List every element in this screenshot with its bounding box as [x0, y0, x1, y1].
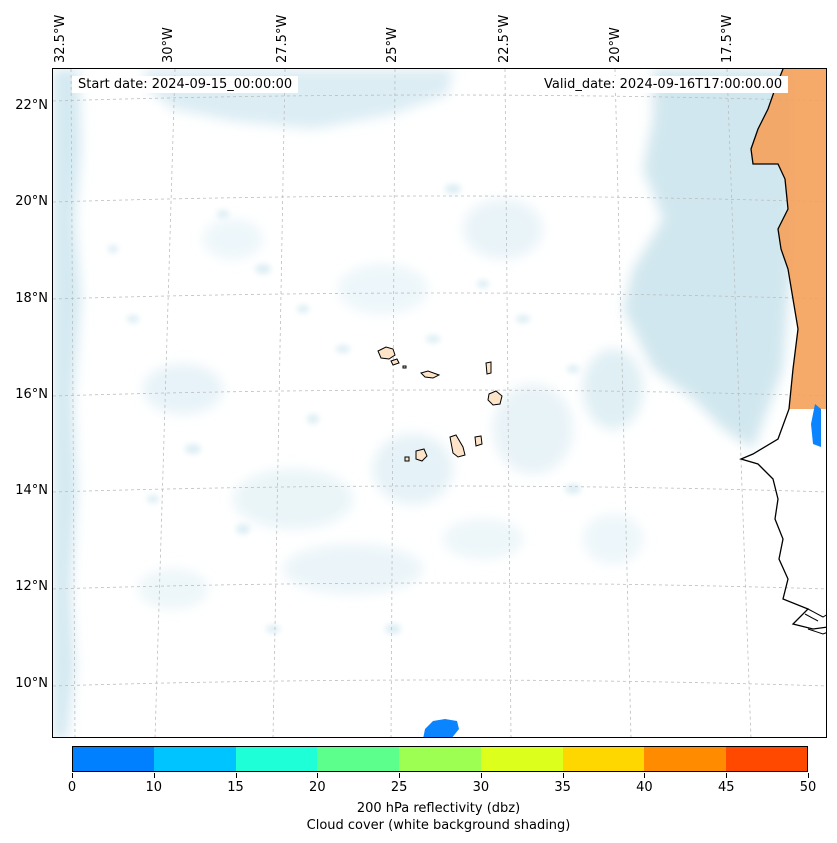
colorbar-tick-label: 50: [799, 780, 817, 795]
colorbar-tick-label: 20: [309, 780, 326, 795]
colorbar-tick: [808, 773, 809, 778]
island-santo-antao: [377, 346, 396, 360]
island-maio: [474, 435, 483, 447]
colorbar-title-line1: 200 hPa reflectivity (dbz): [356, 801, 521, 816]
colorbar-tick: [562, 773, 564, 778]
cloud-patch-11: [583, 514, 643, 564]
colorbar-tick: [317, 773, 319, 778]
colorbar-tick-label: 15: [227, 780, 244, 795]
colorbar-tick-label: 35: [554, 780, 571, 795]
cloud-band-left: [53, 69, 81, 737]
map-canvas: [53, 69, 826, 737]
cloud-patch-8: [338, 264, 428, 314]
colorbar-swatch-2: [235, 746, 318, 772]
colorbar-tick: [726, 773, 728, 778]
colorbar-tick-label: 30: [472, 780, 490, 795]
graticule: [53, 69, 826, 737]
lon-label-30w: 30°W: [161, 27, 176, 63]
colorbar-tick-label: 10: [145, 780, 163, 795]
reflectivity-patch-coast: [811, 404, 821, 447]
map-panel: [52, 68, 827, 738]
cloud-patch-east-mid: [583, 349, 643, 429]
colorbar-tick: [72, 773, 73, 778]
colorbar-title-line2: Cloud cover (white background shading): [306, 818, 571, 833]
lon-label-32-5w: 32.5°W: [53, 14, 68, 63]
cloud-band-east: [623, 69, 793, 449]
reflectivity-patch-south: [423, 719, 459, 737]
colorbar-swatch-6: [562, 746, 645, 772]
cloud-patch-3: [373, 434, 453, 504]
colorbar-tick-label: 40: [636, 780, 653, 795]
colorbar-border: [72, 746, 808, 772]
colorbar-tick: [153, 773, 155, 778]
lat-label-16n: 16°N: [15, 387, 48, 402]
colorbar-tick-label: 0: [67, 780, 77, 795]
colorbar-swatch-4: [399, 746, 482, 772]
colorbar-swatch-8: [726, 746, 809, 772]
cloud-patch-5: [283, 544, 423, 594]
colorbar-swatch-1: [153, 746, 237, 772]
cloud-patch-4: [493, 384, 573, 474]
cloud-patch-1: [143, 364, 223, 414]
colorbar-swatch-0: [72, 746, 155, 772]
cloud-patch-6: [463, 199, 543, 259]
coastline-africa: [739, 69, 826, 630]
island-sao-vicente: [390, 358, 400, 366]
island-brava: [404, 456, 410, 462]
valid-date-label: Valid_date: 2024-09-16T17:00:00.00: [538, 76, 789, 93]
colorbar-tick-label: 25: [390, 780, 408, 795]
lon-label-20w: 20°W: [608, 27, 623, 63]
colorbar-swatch-3: [317, 746, 400, 772]
lon-label-17-5w: 17.5°W: [720, 14, 735, 63]
lat-label-10n: 10°N: [15, 676, 48, 691]
colorbar-swatch-5: [480, 746, 564, 772]
lat-label-22n: 22°N: [15, 98, 48, 113]
lat-label-20n: 20°N: [15, 194, 48, 209]
cloud-patch-2: [233, 469, 353, 529]
cloud-patch-10: [443, 519, 523, 559]
island-santa-luzia: [402, 365, 407, 369]
cloud-patch-9: [138, 569, 208, 609]
colorbar-swatch-7: [644, 746, 727, 772]
coastline-guinea-islands: [804, 608, 826, 635]
cloud-specks: [108, 184, 581, 634]
lat-label-18n: 18°N: [15, 291, 48, 306]
island-sal: [485, 361, 492, 375]
colorbar-tick: [480, 773, 482, 778]
land-africa-orange: [751, 69, 826, 409]
cloud-patch-7: [203, 219, 263, 259]
island-fogo: [415, 448, 428, 462]
colorbar-tick: [644, 773, 646, 778]
lon-label-22-5w: 22.5°W: [497, 14, 512, 63]
lat-label-12n: 12°N: [15, 579, 48, 594]
lon-label-27-5w: 27.5°W: [275, 14, 290, 63]
colorbar-tick: [235, 773, 237, 778]
colorbar-tick: [399, 773, 401, 778]
cloud-cover-shading: [53, 69, 793, 737]
island-boa-vista: [487, 390, 503, 406]
start-date-label: Start date: 2024-09-15_00:00:00: [72, 76, 299, 93]
lon-label-25w: 25°W: [385, 27, 400, 63]
island-santiago: [449, 434, 466, 458]
colorbar-tick-label: 45: [717, 780, 735, 795]
island-sao-nicolau: [420, 370, 441, 379]
lat-label-14n: 14°N: [15, 483, 48, 498]
cape-verde-islands: [377, 346, 503, 462]
